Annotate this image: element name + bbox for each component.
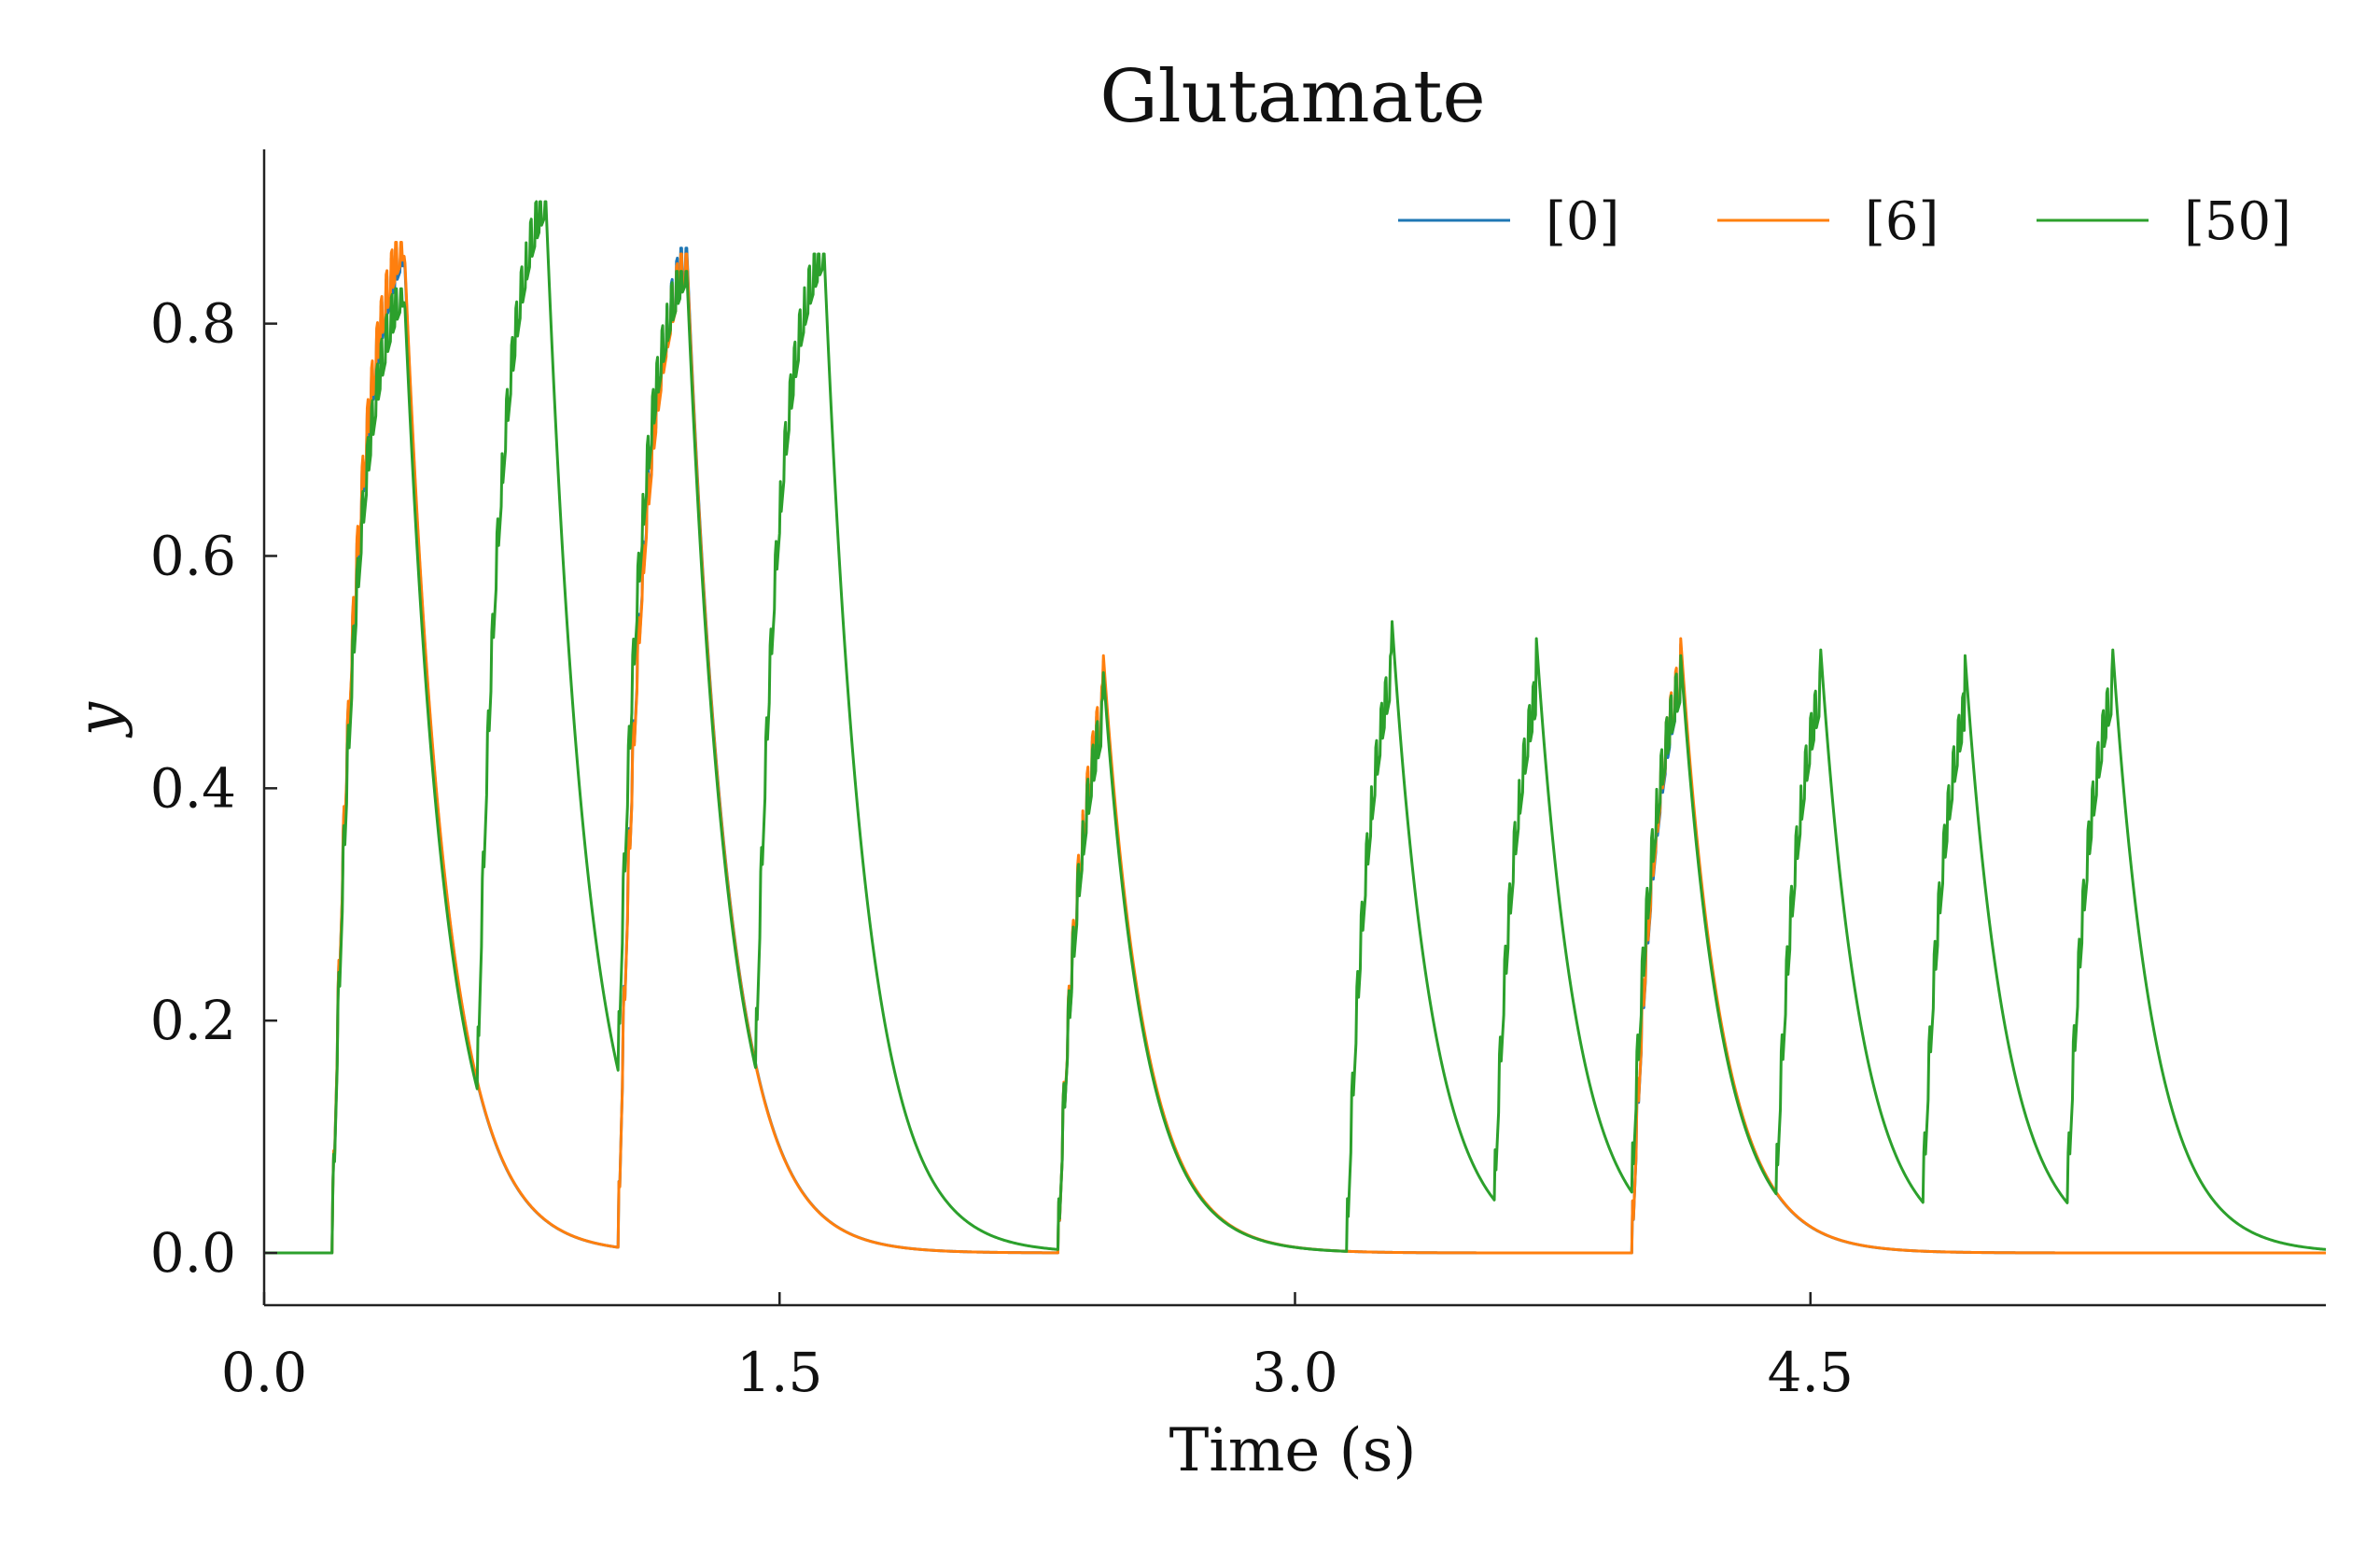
series-layer bbox=[263, 200, 2327, 1255]
y-tick-label: 0.8 bbox=[150, 292, 236, 356]
x-axis-label: Time (s) bbox=[1169, 1416, 1417, 1485]
x-tick-label: 0.0 bbox=[221, 1341, 307, 1404]
legend-label: [50] bbox=[2184, 191, 2291, 252]
ticks-layer: 0.0 1.5 3.0 4.5 0.0 0.2 0.4 0.6 0.8 bbox=[150, 292, 1854, 1404]
y-tick-label: 0.0 bbox=[150, 1221, 236, 1285]
series-line-1 bbox=[263, 241, 2327, 1255]
y-axis-label: y bbox=[65, 701, 134, 738]
chart-title: Glutamate bbox=[1099, 55, 1485, 139]
x-tick-label: 4.5 bbox=[1768, 1341, 1854, 1404]
x-tick-label: 1.5 bbox=[736, 1341, 822, 1404]
legend: [0] [6] [50] bbox=[1398, 191, 2291, 252]
x-tick-label: 3.0 bbox=[1252, 1341, 1337, 1404]
y-tick-label: 0.4 bbox=[150, 756, 236, 820]
legend-label: [6] bbox=[1865, 191, 1939, 252]
series-line-2 bbox=[263, 200, 2327, 1255]
y-tick-label: 0.2 bbox=[150, 989, 236, 1052]
legend-label: [0] bbox=[1546, 191, 1619, 252]
series-line-0 bbox=[263, 246, 2327, 1255]
y-tick-label: 0.6 bbox=[150, 524, 236, 587]
